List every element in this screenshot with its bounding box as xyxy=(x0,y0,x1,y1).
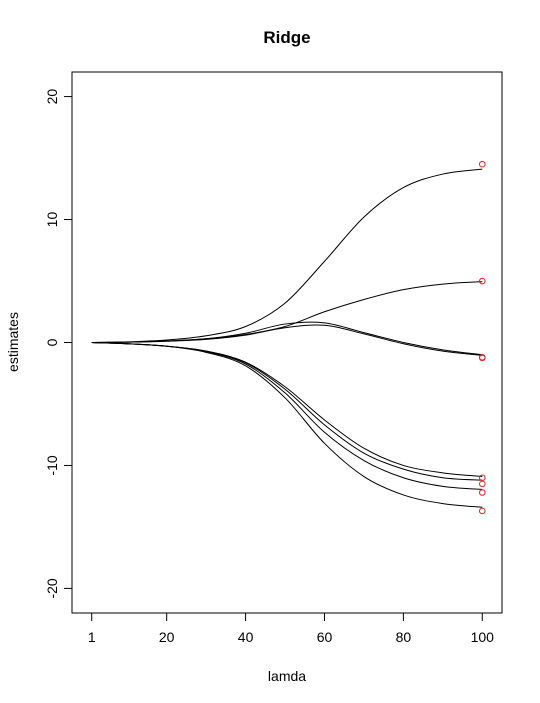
y-tick-label: -20 xyxy=(44,578,60,598)
endpoint-marker-1 xyxy=(478,160,486,168)
series-line-8 xyxy=(91,342,483,508)
endpoint-marker-8 xyxy=(478,507,486,515)
x-tick-label: 1 xyxy=(88,629,96,645)
y-axis: -20 -10 0 10 20 xyxy=(44,89,73,599)
endpoint-marker-6 xyxy=(478,480,486,488)
x-tick-label: 80 xyxy=(396,629,412,645)
x-tick-label: 60 xyxy=(317,629,333,645)
series-line-1 xyxy=(91,168,483,343)
y-tick-label: 10 xyxy=(44,212,60,228)
series-line-6 xyxy=(91,342,483,481)
endpoint-markers xyxy=(478,160,486,515)
endpoint-marker-4 xyxy=(478,354,486,362)
series-line-5 xyxy=(91,342,483,478)
y-tick-label: -10 xyxy=(44,455,60,475)
plot-frame xyxy=(71,71,503,614)
series-lines xyxy=(91,168,483,508)
series-line-7 xyxy=(91,342,483,490)
series-line-4 xyxy=(91,324,483,356)
y-axis-label: estimates xyxy=(5,312,21,372)
y-tick-label: 0 xyxy=(44,338,60,346)
y-tick-label: 20 xyxy=(44,89,60,105)
x-tick-label: 40 xyxy=(238,629,254,645)
series-line-2 xyxy=(91,281,483,343)
endpoint-marker-2 xyxy=(478,277,486,285)
x-axis: 1 20 40 60 80 100 xyxy=(88,612,495,645)
endpoint-marker-7 xyxy=(478,489,486,496)
x-tick-label: 20 xyxy=(159,629,175,645)
x-axis-label: lamda xyxy=(268,668,306,684)
chart-title: Ridge xyxy=(263,28,310,47)
x-tick-label: 100 xyxy=(471,629,495,645)
endpoint-marker-5 xyxy=(478,474,486,482)
